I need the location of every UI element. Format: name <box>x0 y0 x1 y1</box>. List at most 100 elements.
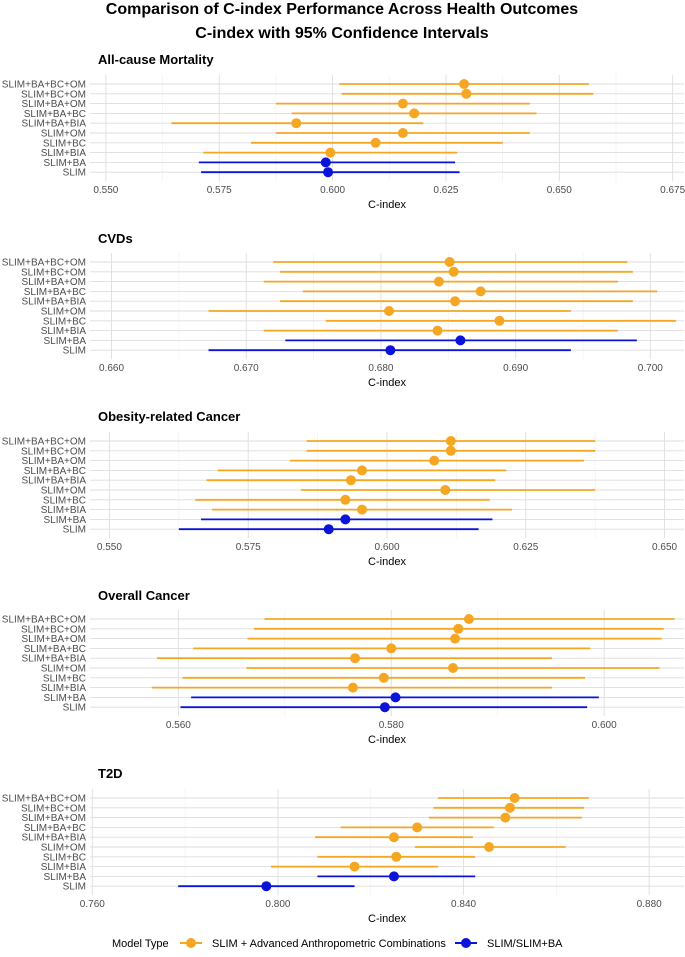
y-tick-label: SLIM+BC <box>43 138 86 149</box>
y-tick-label: SLIM+BC <box>43 495 86 506</box>
x-tick-label: 0.600 <box>374 542 399 553</box>
y-tick-label: SLIM+BA+OM <box>22 813 86 824</box>
y-tick-label: SLIM <box>63 525 86 536</box>
point-estimate <box>323 167 334 178</box>
x-tick-label: 0.580 <box>379 720 404 731</box>
y-tick-label: SLIM+BA <box>43 515 86 526</box>
point-estimate <box>385 345 396 356</box>
point-estimate <box>349 861 360 872</box>
y-tick-label: SLIM+BA+BIA <box>22 119 87 130</box>
legend: Model Type SLIM + Advanced Anthropometri… <box>112 938 563 950</box>
y-tick-label: SLIM+BA+OM <box>22 277 86 288</box>
point-estimate <box>345 475 356 486</box>
figure-subtitle: C-index with 95% Confidence Intervals <box>195 25 489 42</box>
y-tick-label: SLIM+OM <box>41 486 86 497</box>
y-tick-label: SLIM+BC+OM <box>21 267 86 278</box>
point-estimate <box>500 812 511 823</box>
point-estimate <box>320 157 331 168</box>
x-tick-label: 0.550 <box>93 185 118 196</box>
point-estimate <box>450 296 461 307</box>
legend-label-advanced: SLIM + Advanced Anthropometric Combinati… <box>212 938 446 950</box>
point-estimate <box>397 128 408 138</box>
point-estimate <box>370 137 381 148</box>
y-tick-label: SLIM+BA+BIA <box>22 833 87 844</box>
y-tick-label: SLIM+BA <box>43 693 86 704</box>
x-tick-label: 0.690 <box>503 363 528 374</box>
y-tick-label: SLIM+BC+OM <box>21 89 86 100</box>
y-tick-label: SLIM+OM <box>41 843 86 854</box>
y-tick-label: SLIM+BA+BIA <box>22 297 87 308</box>
point-estimate <box>386 643 397 654</box>
point-estimate <box>463 614 474 624</box>
x-tick-label: 0.700 <box>638 363 663 374</box>
x-tick-label: 0.575 <box>207 185 232 196</box>
y-tick-label: SLIM+BA+BC+OM <box>2 437 86 448</box>
y-tick-label: SLIM+BA <box>43 336 86 347</box>
x-axis-label: C-index <box>368 734 406 746</box>
x-tick-label: 0.840 <box>451 899 476 910</box>
y-tick-label: SLIM+BC+OM <box>21 803 86 814</box>
x-tick-label: 0.600 <box>320 185 345 196</box>
legend-item-baseline: SLIM/SLIM+BA <box>455 938 563 950</box>
legend-item-advanced: SLIM + Advanced Anthropometric Combinati… <box>180 938 446 950</box>
y-tick-label: SLIM+BA+OM <box>22 456 86 467</box>
point-estimate <box>340 514 351 525</box>
x-tick-label: 0.600 <box>592 720 617 731</box>
panel-title: Obesity-related Cancer <box>98 409 240 424</box>
point-estimate <box>261 881 272 892</box>
y-tick-label: SLIM+BA+BIA <box>22 476 87 487</box>
point-estimate <box>388 832 399 843</box>
y-tick-label: SLIM+BC <box>43 316 86 327</box>
y-tick-label: SLIM+OM <box>41 664 86 675</box>
point-estimate <box>484 842 495 852</box>
y-tick-label: SLIM+BA+OM <box>22 634 86 645</box>
x-tick-label: 0.760 <box>80 899 105 910</box>
point-estimate <box>347 682 358 693</box>
y-tick-label: SLIM+BIA <box>41 862 87 873</box>
panel-3: Overall CancerSLIM+BA+BC+OMSLIM+BC+OMSLI… <box>2 588 684 746</box>
y-tick-label: SLIM <box>63 346 86 357</box>
y-tick-label: SLIM+BA+BC+OM <box>2 615 86 626</box>
point-estimate <box>445 445 456 456</box>
y-tick-label: SLIM+BA+BC <box>24 823 86 834</box>
x-tick-label: 0.550 <box>97 542 122 553</box>
y-tick-label: SLIM+BA+BC+OM <box>2 794 86 805</box>
panel-title: Overall Cancer <box>98 588 190 603</box>
y-tick-label: SLIM+BC+OM <box>21 446 86 457</box>
point-estimate <box>429 455 440 466</box>
point-estimate <box>509 793 520 803</box>
y-tick-label: SLIM+BC+OM <box>21 624 86 635</box>
y-tick-label: SLIM+BA+OM <box>22 99 86 110</box>
x-axis-label: C-index <box>368 377 406 389</box>
point-estimate <box>450 633 461 644</box>
legend-label-baseline: SLIM/SLIM+BA <box>487 938 563 950</box>
point-estimate <box>412 822 423 833</box>
point-estimate <box>494 315 505 326</box>
y-tick-label: SLIM+BIA <box>41 683 87 694</box>
x-tick-label: 0.560 <box>166 720 191 731</box>
y-tick-label: SLIM+BA+BC <box>24 644 86 655</box>
x-tick-label: 0.575 <box>236 542 261 553</box>
y-tick-label: SLIM+BA+BC+OM <box>2 258 86 269</box>
legend-key-dot-advanced <box>186 938 196 948</box>
y-tick-label: SLIM+BA <box>43 872 86 883</box>
y-tick-label: SLIM+BA+BC <box>24 466 86 477</box>
figure-title: Comparison of C-index Performance Across… <box>106 1 579 18</box>
legend-title: Model Type <box>112 938 169 950</box>
point-estimate <box>388 871 399 882</box>
y-tick-label: SLIM+BA+BIA <box>22 654 87 665</box>
point-estimate <box>409 108 420 119</box>
point-estimate <box>453 623 464 634</box>
x-tick-label: 0.880 <box>637 899 662 910</box>
y-tick-label: SLIM+BA+BC <box>24 287 86 298</box>
x-tick-label: 0.650 <box>652 542 677 553</box>
point-estimate <box>379 702 390 713</box>
x-axis-label: C-index <box>368 199 406 211</box>
point-estimate <box>445 436 456 446</box>
point-estimate <box>448 663 458 673</box>
point-estimate <box>444 257 455 267</box>
point-estimate <box>340 494 351 505</box>
x-tick-label: 0.625 <box>433 185 458 196</box>
